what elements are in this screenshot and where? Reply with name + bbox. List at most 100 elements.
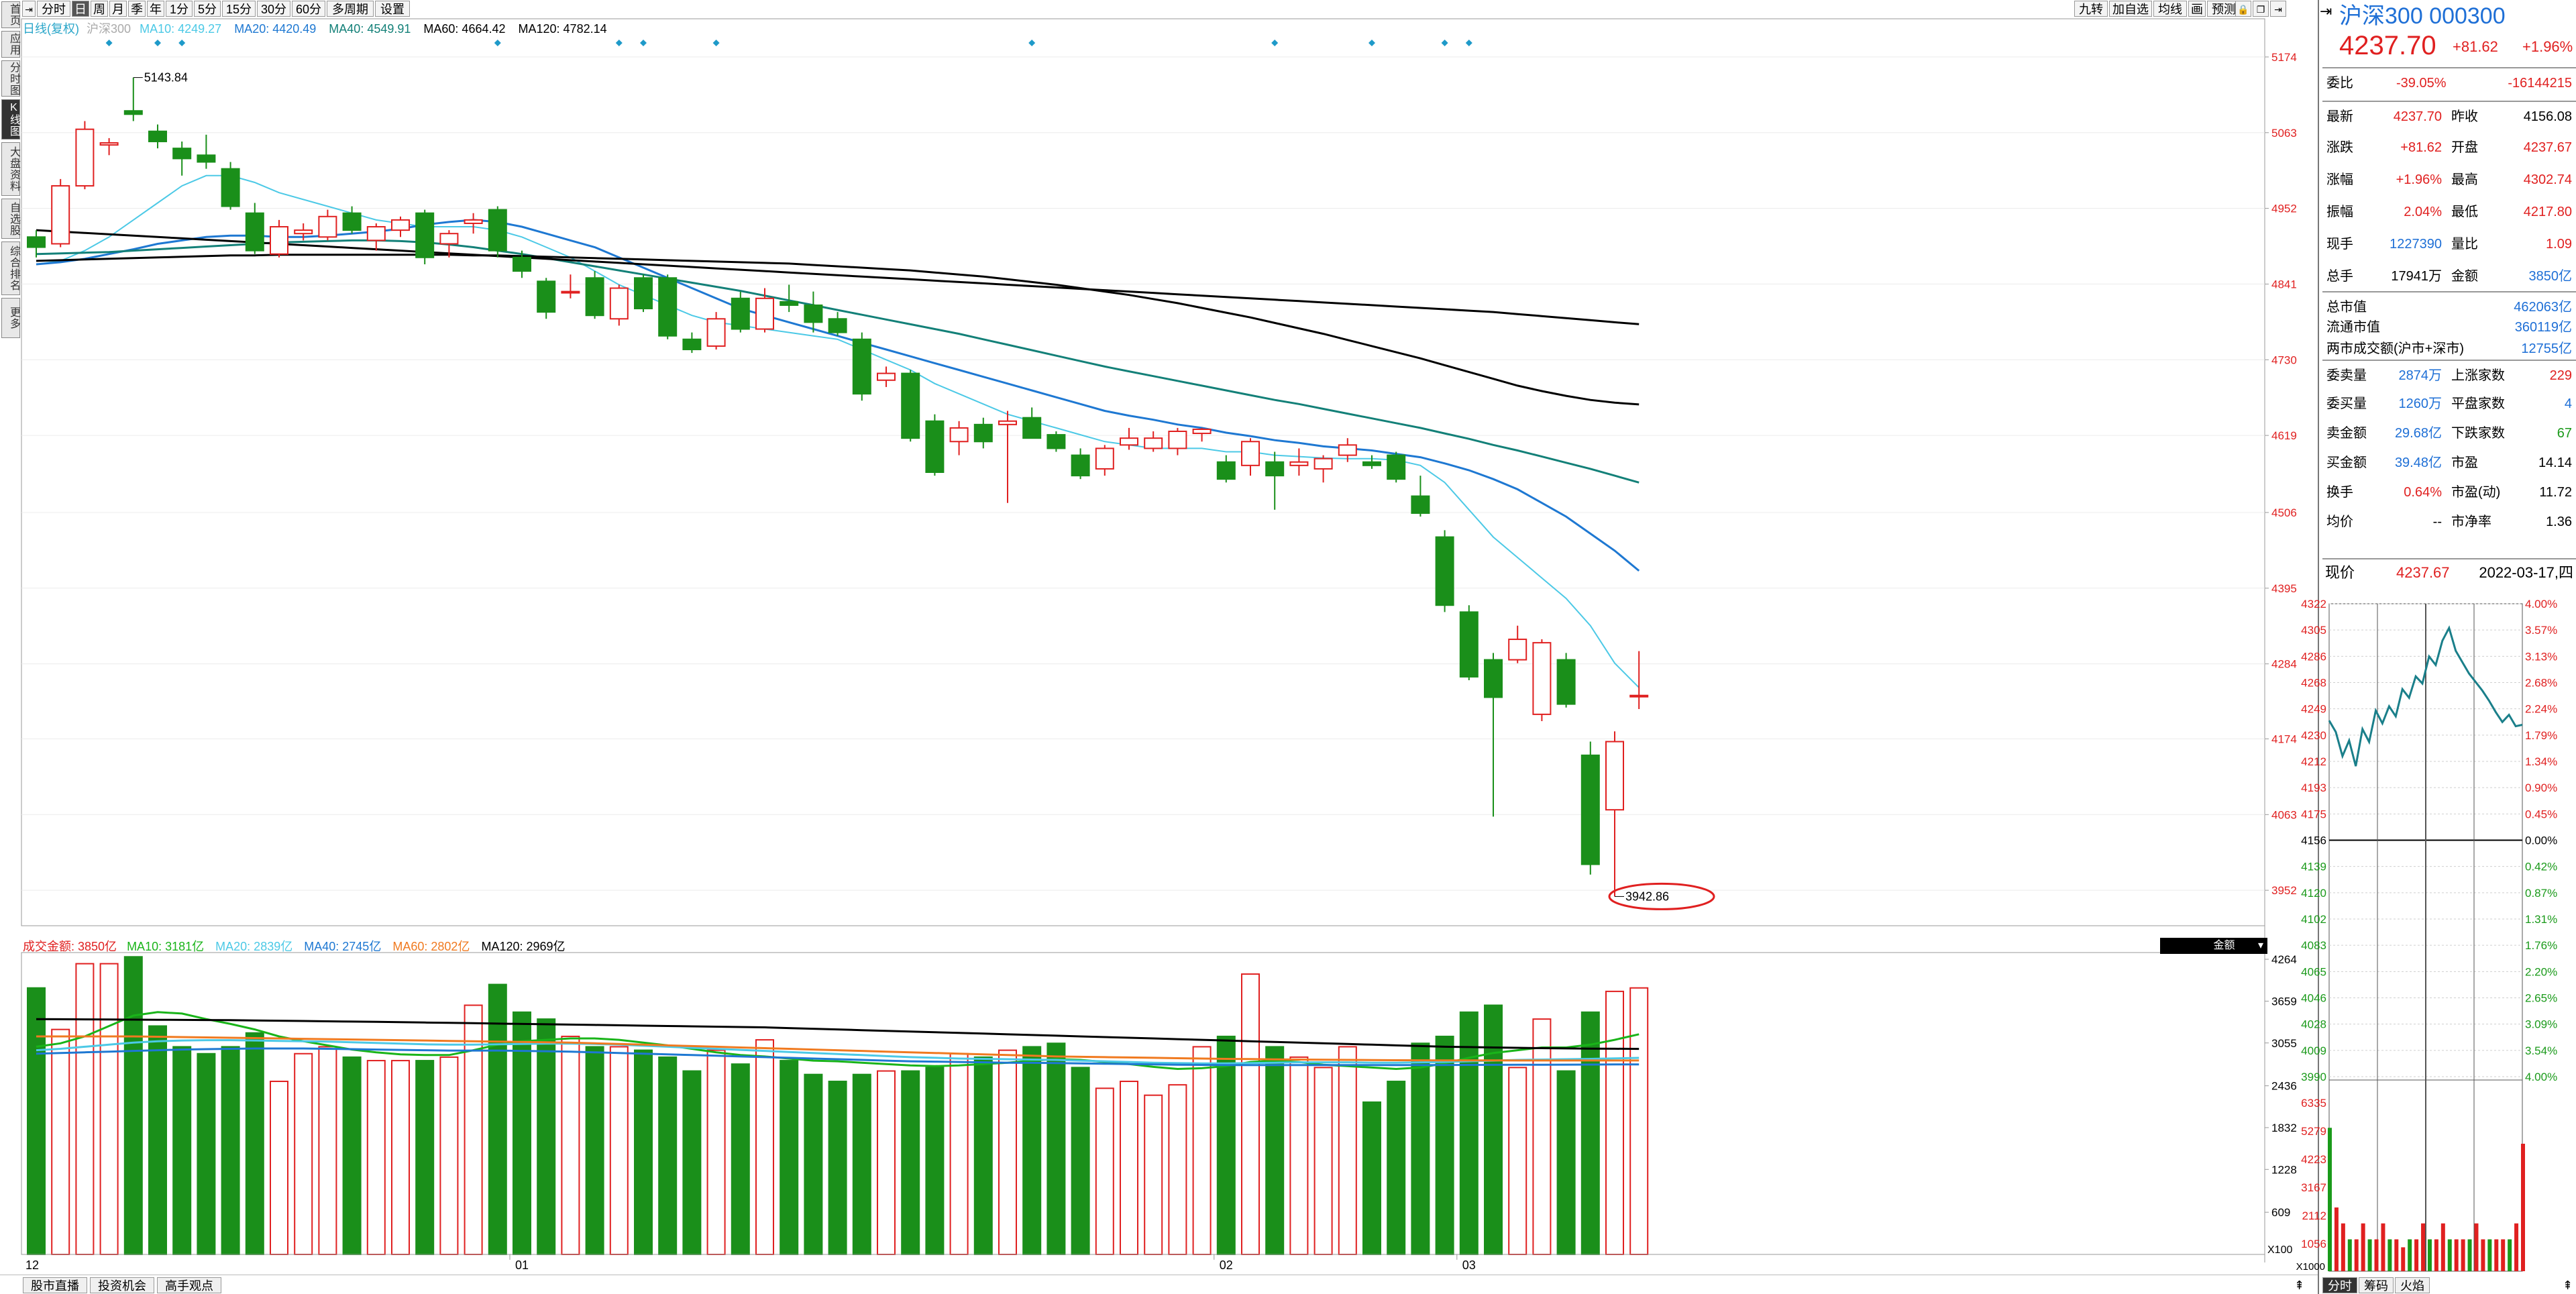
volume-bar[interactable] [1532,1018,1552,1256]
signal-marker[interactable] [1465,40,1472,46]
volume-bar[interactable] [1046,1042,1066,1256]
expand-icon[interactable]: ⇞ [2294,1279,2305,1292]
candle-body[interactable] [1580,754,1600,865]
left-tab-7[interactable]: 更多 [1,298,20,338]
tool-3[interactable]: 画 [2188,1,2206,17]
signal-marker[interactable] [105,40,113,46]
mini-tab-1[interactable]: 筹码 [2359,1277,2394,1293]
copy-icon[interactable]: ❐ [2253,1,2269,17]
period-12[interactable]: 设置 [375,1,410,17]
candle-body[interactable] [1168,431,1187,449]
candle-body[interactable] [731,297,750,330]
candle-body[interactable] [1265,461,1285,477]
candle-body[interactable] [706,318,726,347]
volume-bar[interactable] [123,956,143,1255]
period-2[interactable]: 周 [91,1,108,17]
candle-body[interactable] [1289,461,1309,466]
volume-bar[interactable] [391,1060,410,1256]
period-5[interactable]: 年 [147,1,164,17]
bottom-tab-2[interactable]: 高手观点 [157,1277,221,1293]
volume-bar[interactable] [1629,987,1649,1255]
volume-bar[interactable] [1411,1042,1430,1256]
candle-body[interactable] [172,148,192,160]
volume-bar[interactable] [1120,1081,1138,1255]
left-tab-1[interactable]: 应用 [1,31,20,58]
candle-body[interactable] [99,142,119,146]
candle-body[interactable] [1459,611,1479,678]
candle-body[interactable] [1532,642,1552,715]
volume-bar[interactable] [172,1046,192,1255]
volume-bar[interactable] [1605,990,1624,1255]
volume-bar[interactable] [585,1046,604,1255]
volume-bar[interactable] [1435,1035,1454,1256]
volume-bar[interactable] [1144,1094,1163,1256]
volume-bar[interactable] [148,1025,167,1256]
candle-body[interactable] [415,212,435,258]
volume-bar[interactable] [973,1056,993,1255]
candle-body[interactable] [852,338,871,395]
candle-body[interactable] [488,209,507,252]
volume-bar[interactable] [488,983,507,1256]
candle-body[interactable] [439,233,459,245]
candle-body[interactable] [366,226,386,241]
left-tab-2[interactable]: 分时图 [1,60,20,97]
volume-bar[interactable] [877,1070,896,1255]
volume-bar[interactable] [706,1049,726,1255]
candle-body[interactable] [51,185,70,245]
candle-body[interactable] [609,287,629,320]
signal-marker[interactable] [1028,40,1036,46]
candle-body[interactable] [221,168,240,207]
mini-expand-icon[interactable]: ⇞ [2563,1279,2573,1292]
candle-body[interactable] [1120,437,1138,446]
volume-bar[interactable] [1580,1011,1600,1256]
candle-body[interactable] [1241,441,1260,466]
candle-body[interactable] [1071,454,1090,477]
signal-marker[interactable] [712,40,720,46]
candle-body[interactable] [1216,461,1236,480]
left-tab-5[interactable]: 自选股 [1,199,20,239]
left-tab-4[interactable]: 大盘资料 [1,142,20,196]
candle-body[interactable] [342,212,362,231]
candle-body[interactable] [148,130,167,142]
candle-body[interactable] [973,423,993,443]
volume-bar[interactable] [51,1028,70,1255]
candle-body[interactable] [197,154,216,163]
candle-body[interactable] [1387,454,1406,480]
candle-body[interactable] [877,372,896,381]
candle-body[interactable] [1022,417,1042,439]
candle-body[interactable] [1629,694,1649,698]
volume-bar[interactable] [1313,1067,1333,1256]
volume-bar[interactable] [99,963,119,1255]
candle-body[interactable] [901,372,920,439]
bottom-tab-1[interactable]: 投资机会 [90,1277,154,1293]
volume-bar[interactable] [634,1049,653,1255]
candle-body[interactable] [998,420,1017,425]
volume-bar[interactable] [925,1067,945,1256]
volume-bar[interactable] [804,1073,823,1255]
volume-bar[interactable] [221,1046,240,1255]
candle-body[interactable] [561,290,580,294]
period-6[interactable]: 1分 [166,1,193,17]
candle-body[interactable] [1362,461,1381,466]
candle-body[interactable] [1435,536,1454,606]
period-11[interactable]: 多周期 [327,1,374,17]
period-0[interactable]: 分时 [37,1,70,17]
volume-bar[interactable] [1289,1056,1309,1255]
candle-body[interactable] [75,128,95,187]
period-7[interactable]: 5分 [194,1,221,17]
volume-bar[interactable] [755,1039,774,1255]
signal-marker[interactable] [1441,40,1448,46]
volume-bar[interactable] [464,1004,483,1255]
volume-bar[interactable] [1556,1070,1576,1255]
candle-body[interactable] [537,280,556,313]
volume-bar[interactable] [1192,1046,1212,1255]
volume-bar[interactable] [197,1053,216,1256]
volume-bar[interactable] [27,987,46,1255]
candle-body[interactable] [925,420,945,473]
volume-bar[interactable] [609,1046,629,1255]
candle-body[interactable] [123,110,143,115]
volume-bar[interactable] [366,1060,386,1256]
candle-body[interactable] [949,427,969,443]
volume-bar[interactable] [998,1049,1017,1255]
